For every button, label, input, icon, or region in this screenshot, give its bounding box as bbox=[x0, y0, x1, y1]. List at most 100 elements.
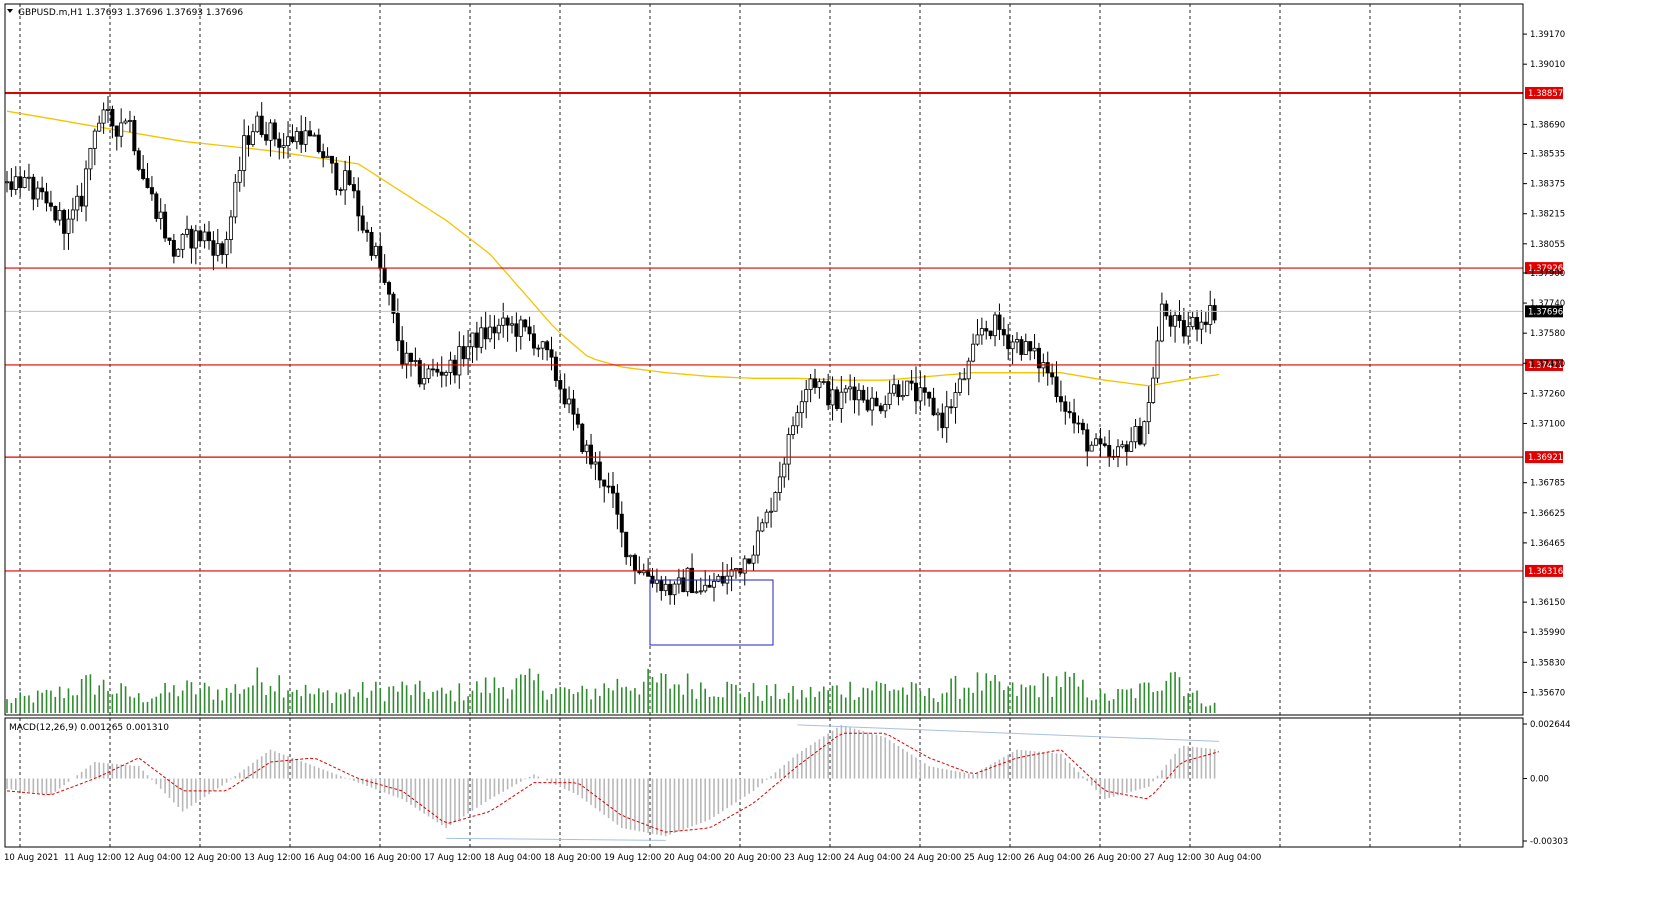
candle-body bbox=[597, 461, 602, 481]
candle-body bbox=[646, 569, 651, 577]
candle bbox=[325, 147, 330, 159]
candle-body bbox=[733, 568, 738, 571]
price-axis-label: 1.39010 bbox=[1530, 60, 1565, 70]
candle bbox=[562, 373, 567, 408]
candle-body bbox=[553, 356, 558, 381]
candle-body bbox=[769, 510, 774, 513]
candle-body bbox=[430, 368, 435, 371]
candle bbox=[988, 330, 993, 340]
candle-body bbox=[259, 115, 264, 135]
dropdown-triangle-icon[interactable] bbox=[7, 9, 13, 13]
candle-body bbox=[360, 215, 365, 231]
macd-trend-line bbox=[797, 724, 1220, 742]
symbol-header[interactable]: GBPUSD.m,H1 1.37693 1.37696 1.37693 1.37… bbox=[7, 8, 243, 18]
candle bbox=[356, 177, 361, 232]
candle-body bbox=[53, 205, 58, 221]
time-axis-label: 20 Aug 20:00 bbox=[724, 853, 781, 863]
candle-body bbox=[817, 381, 822, 388]
candle-body bbox=[545, 341, 550, 351]
candle bbox=[246, 125, 251, 157]
candle-body bbox=[1032, 347, 1037, 352]
candle bbox=[110, 105, 115, 139]
candle-body bbox=[1089, 444, 1094, 452]
candle-body bbox=[198, 230, 203, 242]
price-axis-label: 1.36465 bbox=[1530, 539, 1565, 549]
candle bbox=[668, 579, 673, 605]
candle bbox=[180, 233, 185, 259]
candle-body bbox=[97, 122, 102, 132]
candle-body bbox=[316, 134, 321, 153]
candle bbox=[1067, 401, 1072, 419]
candle-body bbox=[417, 360, 422, 385]
price-level[interactable]: 1.38857 bbox=[5, 86, 1563, 99]
candle bbox=[479, 316, 484, 354]
candle bbox=[830, 376, 835, 421]
candle-body bbox=[132, 120, 137, 152]
candle bbox=[242, 119, 247, 187]
candle bbox=[1159, 292, 1164, 343]
candle bbox=[712, 572, 717, 602]
candle-body bbox=[747, 558, 752, 564]
candle-body bbox=[294, 131, 299, 143]
candle-body bbox=[466, 346, 471, 360]
candle bbox=[795, 405, 800, 434]
candle-body bbox=[505, 317, 510, 326]
candle-body bbox=[404, 352, 409, 365]
candle bbox=[351, 176, 356, 199]
candle-body bbox=[527, 326, 532, 335]
candle-body bbox=[611, 485, 616, 494]
macd-panel-border bbox=[4, 717, 1524, 848]
candle-body bbox=[479, 327, 484, 348]
candle-body bbox=[343, 170, 348, 191]
time-axis-label: 12 Aug 04:00 bbox=[124, 853, 181, 863]
price-level[interactable]: 1.37926 bbox=[5, 262, 1563, 275]
price-level[interactable]: 1.36921 bbox=[5, 451, 1563, 464]
candle bbox=[839, 376, 844, 423]
candle bbox=[927, 391, 932, 407]
candle bbox=[826, 373, 831, 411]
candle bbox=[492, 315, 497, 350]
time-axis-label: 24 Aug 20:00 bbox=[904, 853, 961, 863]
candle-body bbox=[1080, 422, 1085, 431]
candle bbox=[751, 545, 756, 571]
candle bbox=[439, 356, 444, 388]
candle bbox=[646, 558, 651, 577]
candle bbox=[1089, 441, 1094, 452]
candle bbox=[62, 208, 67, 250]
candle-body bbox=[307, 130, 312, 137]
price-level[interactable]: 1.36316 bbox=[5, 564, 1563, 577]
candle bbox=[611, 472, 616, 508]
candle bbox=[971, 333, 976, 363]
candle-body bbox=[909, 380, 914, 384]
candle-body bbox=[975, 334, 980, 345]
candle bbox=[307, 120, 312, 137]
candle bbox=[1151, 366, 1156, 404]
candle-body bbox=[158, 211, 163, 219]
candle bbox=[321, 143, 326, 168]
candle bbox=[228, 210, 233, 254]
candle-body bbox=[755, 530, 760, 556]
candle-body bbox=[299, 131, 304, 145]
candle bbox=[1094, 433, 1099, 446]
symbol-info: GBPUSD.m,H1 1.37693 1.37696 1.37693 1.37… bbox=[18, 8, 243, 18]
horizontal-levels[interactable]: 1.38857 1.37926 1.37411 1.36921 1.36316 1.376… bbox=[5, 86, 1563, 577]
candle bbox=[1133, 418, 1138, 449]
candle-body bbox=[1045, 362, 1050, 374]
candle-body bbox=[799, 401, 804, 414]
candle bbox=[35, 181, 40, 208]
candle bbox=[799, 390, 804, 428]
candle-body bbox=[1186, 326, 1191, 337]
candle-body bbox=[795, 412, 800, 427]
level-price-badge bbox=[1525, 358, 1563, 371]
candle-body bbox=[870, 397, 875, 411]
candle-body bbox=[1001, 329, 1006, 336]
candle bbox=[483, 311, 488, 350]
candle bbox=[347, 155, 352, 186]
price-level[interactable]: 1.37411 bbox=[5, 358, 1563, 371]
candle-body bbox=[101, 109, 106, 124]
candle bbox=[1058, 380, 1063, 412]
candle-body bbox=[325, 155, 330, 159]
candle-body bbox=[1173, 314, 1178, 327]
